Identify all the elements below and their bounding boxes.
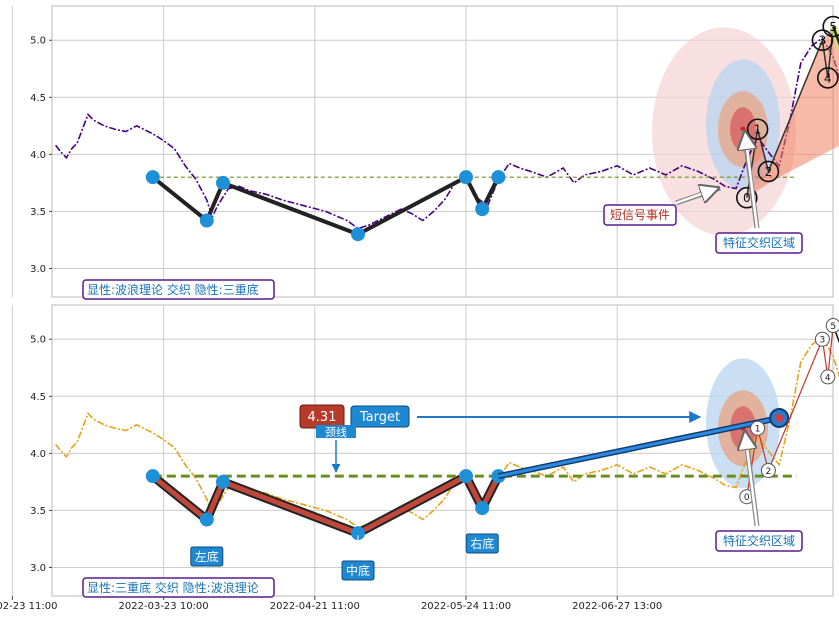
target-point-core — [775, 413, 784, 422]
bottom-panel: 3.0 3.5 4.0 4.5 5.0 2022-02-23 11:00 2022-03-… — [0, 304, 839, 612]
pattern-node — [199, 512, 214, 527]
pattern-node — [145, 170, 160, 185]
signal-callout-box — [603, 204, 677, 226]
wave-label-0: 0 — [743, 191, 751, 205]
signal-arrow — [675, 188, 718, 205]
pattern-node — [145, 469, 160, 484]
wave-label-3: 3 — [820, 336, 826, 346]
pattern-node — [199, 213, 214, 228]
wave-label-1: 1 — [755, 425, 761, 435]
pattern-label-2: 右底 — [470, 536, 494, 551]
x-tick-label: 2022-05-24 11:00 — [421, 601, 511, 612]
wave-label-2: 2 — [765, 165, 773, 179]
bottom-wave-pattern: 0 1 2 3 4 5 — [739, 318, 839, 505]
wave-label-0: 0 — [744, 493, 750, 503]
wave-point-4 — [820, 369, 836, 385]
wave-point-3 — [814, 331, 830, 347]
panel-caption-box — [82, 279, 275, 300]
wave-label-4: 4 — [825, 373, 831, 383]
y-tick-label: 3.5 — [30, 207, 46, 218]
target-line — [498, 416, 780, 478]
wave-point-3 — [811, 29, 834, 52]
wave-label-3: 3 — [819, 34, 827, 48]
pattern-label-0: 左底 — [195, 549, 219, 564]
x-tick-label: 2022-02-23 11:00 — [0, 601, 57, 612]
wave-point-2 — [757, 160, 780, 183]
neckline-label-box — [316, 425, 356, 438]
top-triple-bottom-pattern — [145, 170, 797, 242]
pattern-label-1: 中底 — [346, 563, 370, 578]
y-tick-label: 5.0 — [30, 335, 46, 346]
wave-label-1: 1 — [754, 123, 762, 137]
x-tick-label: 2022-06-27 13:00 — [572, 601, 662, 612]
x-tick-label: 2022-04-21 11:00 — [270, 601, 360, 612]
neckline-label: 颈线 — [325, 425, 347, 439]
wave-point-2 — [760, 462, 776, 478]
target-label-box — [350, 405, 410, 428]
y-tick-label: 4.0 — [30, 150, 46, 161]
top-panel: 3.0 3.5 4.0 4.5 5.0 0 1 2 3 4 5 短信号事件特征交织区域显性:波浪理… — [11, 5, 839, 300]
top-y-axis: 3.0 3.5 4.0 4.5 5.0 — [30, 36, 52, 275]
bottom-x-axis: 2022-02-23 11:00 2022-03-23 10:00 2022-04-… — [0, 596, 662, 612]
y-tick-label: 3.0 — [30, 563, 46, 574]
wave-point-5 — [822, 15, 839, 38]
y-tick-label: 4.5 — [30, 93, 46, 104]
wave-label-5: 5 — [829, 20, 837, 34]
wave-label-5: 5 — [830, 322, 836, 332]
target-label: Target — [359, 410, 400, 425]
bottom-plot-frame — [51, 304, 834, 597]
panel-caption: 显性:波浪理论 交织 隐性:三重底 — [87, 282, 259, 297]
pattern-node — [216, 474, 230, 489]
pattern-node — [351, 227, 365, 242]
pattern-node — [351, 526, 365, 541]
signal-callout-text: 短信号事件 — [610, 208, 670, 222]
pattern-label-box — [341, 560, 375, 581]
y-tick-label: 4.0 — [30, 449, 46, 460]
pattern-node — [491, 170, 506, 185]
y-tick-label: 3.0 — [30, 264, 46, 275]
pattern-label-box — [190, 546, 224, 567]
y-tick-label: 5.0 — [30, 36, 46, 47]
zone-callout-text: 特征交织区域 — [723, 235, 795, 250]
pattern-node — [216, 175, 230, 190]
pattern-node — [459, 170, 473, 185]
pattern-node — [475, 501, 490, 516]
wave-point-4 — [816, 67, 839, 89]
zone-callout-text: 特征交织区域 — [723, 533, 795, 548]
pattern-node — [475, 202, 490, 217]
wave-label-4: 4 — [824, 71, 832, 85]
target-value: 4.31 — [308, 410, 337, 425]
bottom-grid — [11, 305, 833, 596]
bottom-y-axis: 3.0 3.5 4.0 4.5 5.0 — [30, 335, 52, 574]
bottom-triple-bottom-pattern — [145, 407, 797, 541]
zone-arrow — [745, 132, 759, 229]
wave-label-2: 2 — [766, 467, 772, 477]
panel-caption-box — [82, 577, 275, 598]
zone-callout-box — [715, 232, 803, 254]
y-tick-label: 4.5 — [30, 392, 46, 403]
zone-callout-box — [715, 530, 803, 552]
wave-point-5 — [825, 318, 839, 334]
y-tick-label: 3.5 — [30, 506, 46, 517]
wave-point-0 — [735, 186, 758, 209]
x-tick-label: 2022-03-23 10:00 — [119, 601, 209, 612]
zone-arrow — [745, 432, 759, 527]
pattern-label-box — [465, 533, 499, 554]
pattern-node — [459, 469, 473, 484]
panel-caption: 显性:三重底 交织 隐性:波浪理论 — [87, 580, 259, 595]
